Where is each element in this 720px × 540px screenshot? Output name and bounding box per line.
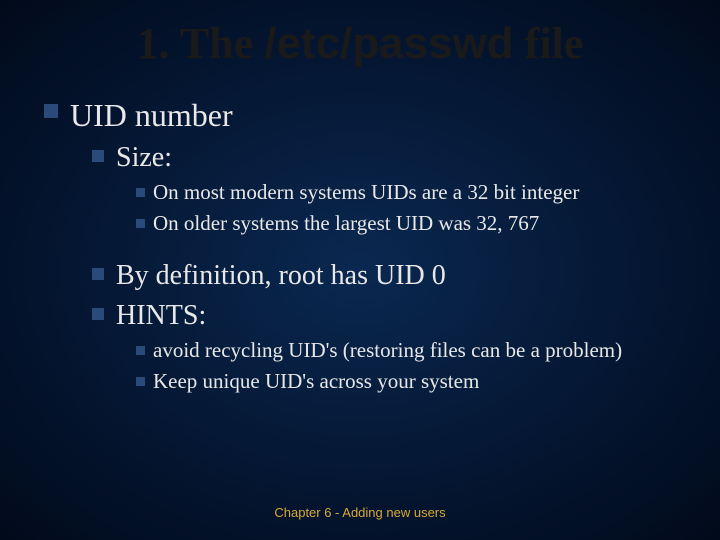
square-bullet-icon xyxy=(92,308,104,320)
square-bullet-icon xyxy=(136,188,145,197)
bullet-text: HINTS: xyxy=(116,300,206,332)
square-bullet-icon xyxy=(136,377,145,386)
slide-title: 1. The /etc/passwd file xyxy=(40,18,680,69)
bullet-lvl3: On most modern systems UIDs are a 32 bit… xyxy=(136,180,680,205)
bullet-text: Size: xyxy=(116,142,172,174)
title-suffix: file xyxy=(514,19,584,68)
bullet-lvl2: Size: xyxy=(92,142,680,174)
bullet-text: Keep unique UID's across your system xyxy=(153,369,479,394)
square-bullet-icon xyxy=(92,268,104,280)
bullet-lvl2: HINTS: xyxy=(92,300,680,332)
bullet-lvl3: avoid recycling UID's (restoring files c… xyxy=(136,338,680,363)
bullet-lvl3: On older systems the largest UID was 32,… xyxy=(136,211,680,236)
bullet-text: On most modern systems UIDs are a 32 bit… xyxy=(153,180,579,205)
title-code: /etc/passwd xyxy=(264,19,513,68)
bullet-lvl3: Keep unique UID's across your system xyxy=(136,369,680,394)
square-bullet-icon xyxy=(92,150,104,162)
square-bullet-icon xyxy=(136,219,145,228)
square-bullet-icon xyxy=(44,104,58,118)
bullet-lvl2: By definition, root has UID 0 xyxy=(92,260,680,292)
bullet-text: avoid recycling UID's (restoring files c… xyxy=(153,338,622,363)
slide: 1. The /etc/passwd file UID number Size:… xyxy=(0,0,720,540)
square-bullet-icon xyxy=(136,346,145,355)
bullet-text: By definition, root has UID 0 xyxy=(116,260,446,292)
slide-footer: Chapter 6 - Adding new users xyxy=(0,505,720,520)
title-prefix: 1. The xyxy=(137,19,265,68)
bullet-lvl1: UID number xyxy=(44,97,680,134)
bullet-text: UID number xyxy=(70,97,233,134)
bullet-text: On older systems the largest UID was 32,… xyxy=(153,211,539,236)
